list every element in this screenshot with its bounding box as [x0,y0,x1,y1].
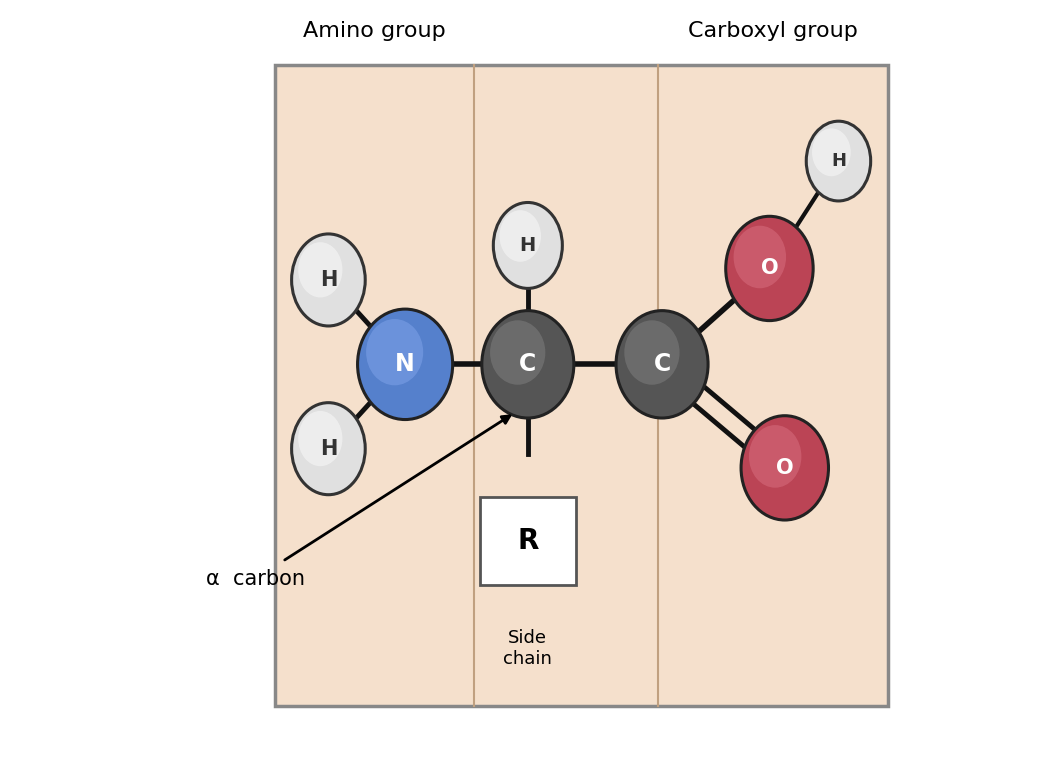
Text: O: O [776,458,793,478]
Bar [275,65,889,706]
Ellipse shape [357,309,453,420]
Ellipse shape [494,202,563,288]
Text: H: H [320,439,337,459]
Ellipse shape [725,216,813,321]
Ellipse shape [806,121,871,201]
Text: O: O [761,258,779,278]
Ellipse shape [299,242,343,298]
Ellipse shape [500,210,541,262]
Text: C: C [654,352,671,377]
Ellipse shape [299,411,343,466]
Text: N: N [395,352,415,377]
Text: H: H [520,236,536,255]
Text: C: C [519,352,537,377]
Ellipse shape [482,311,574,418]
Text: H: H [831,152,846,170]
Text: α  carbon: α carbon [205,569,305,589]
Ellipse shape [734,225,786,288]
Ellipse shape [490,321,545,385]
Ellipse shape [616,311,708,418]
Ellipse shape [625,321,679,385]
Text: R: R [517,527,539,555]
Ellipse shape [749,425,802,488]
Ellipse shape [366,319,423,385]
Text: Amino group: Amino group [303,21,445,41]
Ellipse shape [812,128,851,176]
Text: Carboxyl group: Carboxyl group [689,21,858,41]
Ellipse shape [291,234,366,326]
Text: H: H [320,270,337,290]
Bar [480,497,575,584]
Text: Side
chain: Side chain [503,629,552,667]
Ellipse shape [291,403,366,495]
Ellipse shape [741,416,829,520]
